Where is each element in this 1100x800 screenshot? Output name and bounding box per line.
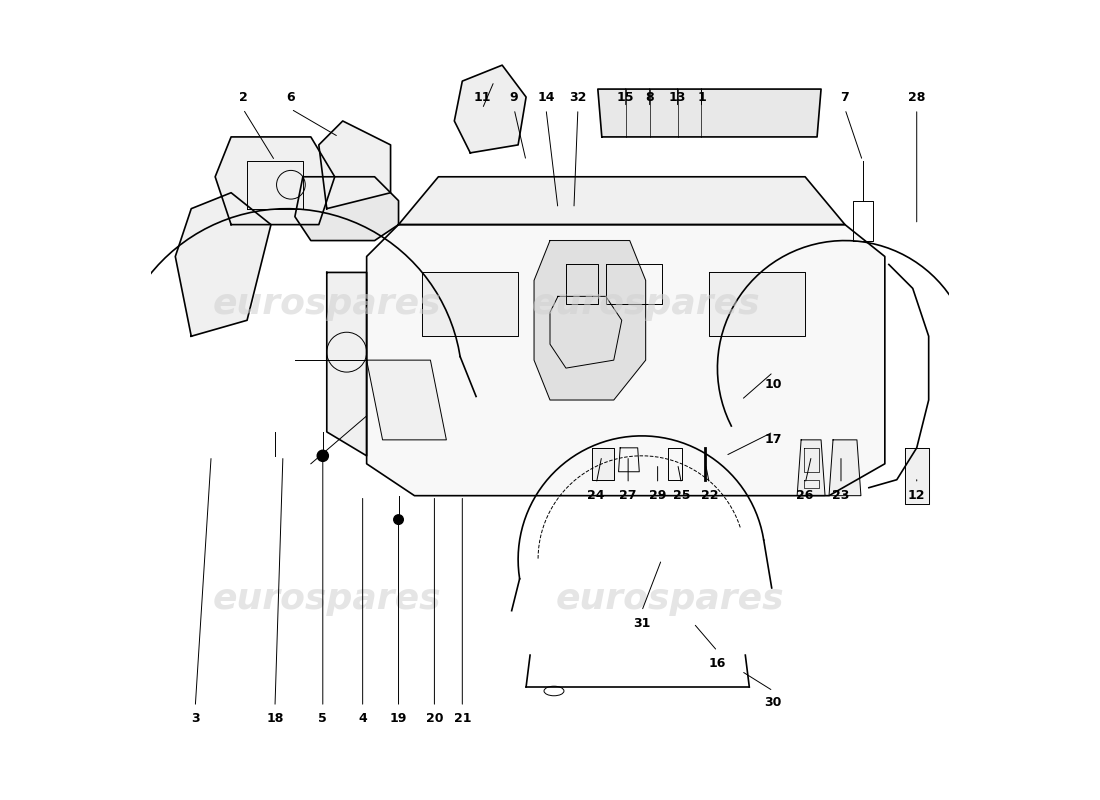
Polygon shape [327, 273, 366, 456]
Polygon shape [295, 177, 398, 241]
Text: 11: 11 [473, 90, 491, 103]
Text: 3: 3 [191, 712, 199, 726]
Polygon shape [319, 121, 390, 209]
Text: 5: 5 [318, 712, 327, 726]
Text: 8: 8 [646, 90, 654, 103]
Polygon shape [422, 273, 518, 336]
Text: eurospares: eurospares [531, 287, 760, 322]
Text: 20: 20 [426, 712, 443, 726]
Text: 12: 12 [908, 489, 925, 502]
Text: 26: 26 [796, 489, 814, 502]
Text: 2: 2 [239, 90, 248, 103]
Circle shape [394, 515, 404, 524]
Text: eurospares: eurospares [212, 582, 441, 616]
Text: 15: 15 [617, 90, 635, 103]
Text: 23: 23 [833, 489, 849, 502]
Text: 21: 21 [453, 712, 471, 726]
Text: 22: 22 [701, 489, 718, 502]
Polygon shape [535, 241, 646, 400]
Text: 27: 27 [619, 489, 637, 502]
Polygon shape [366, 360, 447, 440]
Text: 16: 16 [708, 657, 726, 670]
Text: 17: 17 [764, 434, 782, 446]
Polygon shape [454, 65, 526, 153]
Polygon shape [829, 440, 861, 496]
Text: 13: 13 [669, 90, 686, 103]
Polygon shape [798, 440, 825, 496]
Polygon shape [366, 225, 884, 496]
Polygon shape [905, 448, 928, 504]
Text: 4: 4 [359, 712, 367, 726]
Text: 25: 25 [673, 489, 691, 502]
Text: 9: 9 [509, 90, 518, 103]
Text: 6: 6 [287, 90, 295, 103]
Circle shape [317, 450, 329, 462]
Text: 24: 24 [587, 489, 605, 502]
Polygon shape [710, 273, 805, 336]
Polygon shape [216, 137, 334, 225]
Text: 19: 19 [389, 712, 407, 726]
Polygon shape [175, 193, 271, 336]
Text: 7: 7 [840, 90, 849, 103]
Text: 32: 32 [569, 90, 586, 103]
Text: 14: 14 [537, 90, 554, 103]
Text: 18: 18 [266, 712, 284, 726]
Polygon shape [398, 177, 845, 225]
Text: eurospares: eurospares [212, 287, 441, 322]
Text: eurospares: eurospares [556, 582, 784, 616]
Text: 28: 28 [908, 90, 925, 103]
Text: 29: 29 [649, 489, 667, 502]
Text: 30: 30 [764, 697, 782, 710]
Text: 10: 10 [764, 378, 782, 390]
Text: 1: 1 [697, 90, 706, 103]
Text: 31: 31 [632, 617, 650, 630]
Polygon shape [597, 89, 821, 137]
Polygon shape [592, 448, 614, 480]
